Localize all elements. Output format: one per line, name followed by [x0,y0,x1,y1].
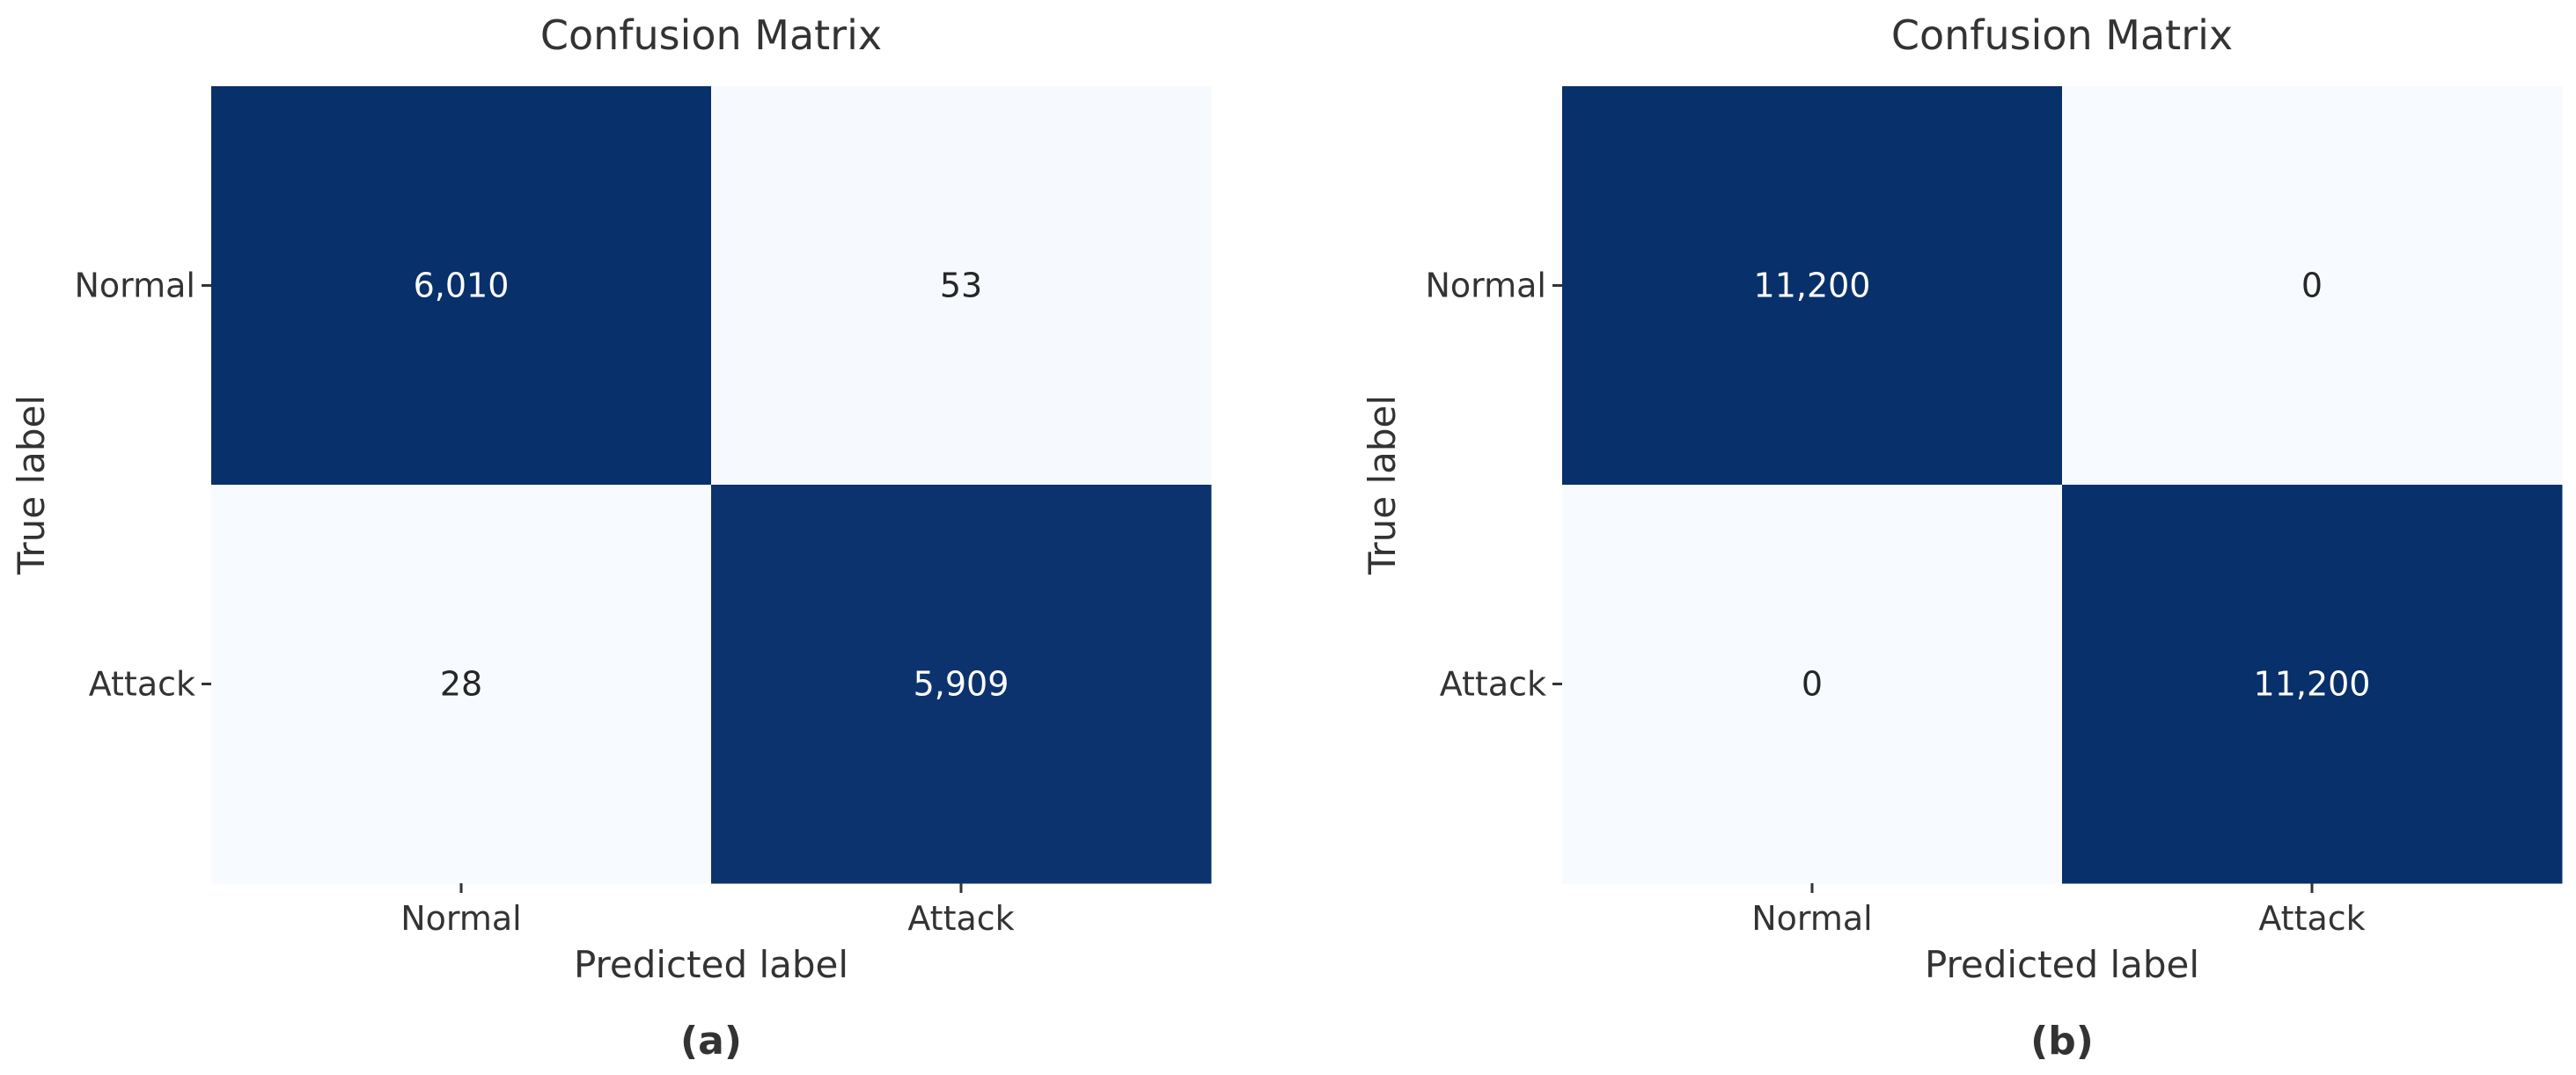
y-tick-label: Attack [89,665,195,704]
cell-value-label: 53 [940,267,982,305]
heatmap-cell [2062,485,2563,884]
heatmap-cell [211,86,712,486]
x-tick-label: Normal [400,899,522,938]
cell-value-label: 0 [2301,267,2323,305]
panel-caption: (b) [2030,1019,2094,1064]
chart-title: Confusion Matrix [1891,11,2233,59]
y-axis-label: True label [1361,395,1404,575]
x-axis-label: Predicted label [1925,943,2199,986]
heatmap-cell [711,485,1212,884]
y-tick-label: Attack [1440,665,1546,704]
heatmap-cell [1562,485,2063,884]
heatmap-cell [1562,86,2063,486]
x-tick-label: Attack [907,899,1014,938]
heatmap-cell [211,485,712,884]
confusion-matrix-panel-b: 11,200 0 0 11,200 Confusion Matrix Normal Atta… [1361,11,2563,1064]
confusion-matrix-panel-a: 6,010 53 28 5,909 Confusion Matrix Normal Atta… [10,11,1212,1064]
x-axis-label: Predicted label [574,943,848,986]
x-tick-label: Normal [1751,899,1873,938]
y-tick-label: Normal [75,267,196,305]
heatmap-cell [2062,86,2563,486]
y-axis-label: True label [10,395,53,575]
cell-value-label: 28 [440,665,482,704]
panel-caption: (a) [680,1019,742,1064]
chart-title: Confusion Matrix [540,11,882,59]
heatmap-cell [711,86,1212,486]
y-tick-label: Normal [1426,267,1547,305]
cell-value-label: 5,909 [914,665,1009,704]
x-tick-label: Attack [2258,899,2365,938]
cell-value-label: 0 [1802,665,1823,704]
cell-value-label: 11,200 [1754,267,1871,305]
cell-value-label: 11,200 [2254,665,2371,704]
cell-value-label: 6,010 [414,267,510,305]
